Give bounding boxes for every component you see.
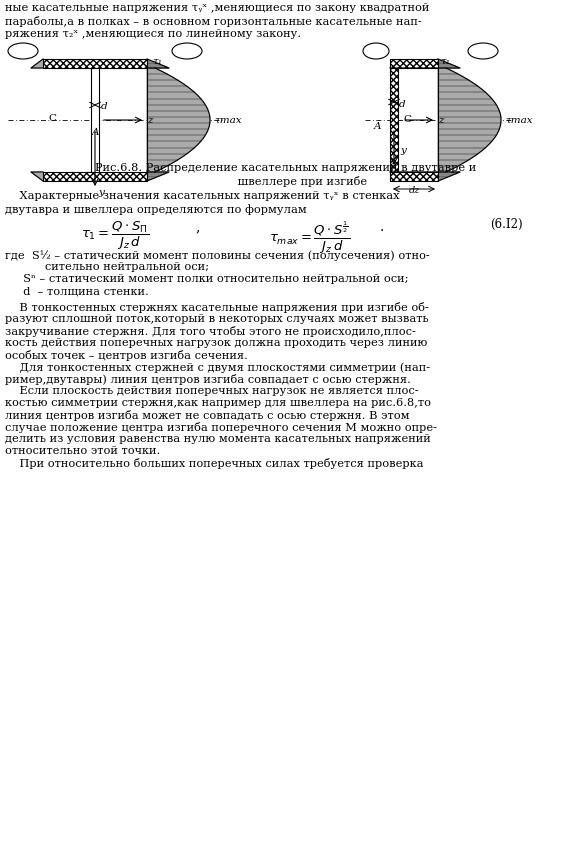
Bar — [43, 172, 147, 181]
Text: особых точек – центров изгиба сечения.: особых точек – центров изгиба сечения. — [5, 350, 248, 361]
Text: ,: , — [195, 220, 199, 234]
Ellipse shape — [8, 43, 38, 59]
Text: кость действия поперечных нагрузок должна проходить через линию: кость действия поперечных нагрузок должн… — [5, 338, 427, 348]
Polygon shape — [147, 172, 169, 181]
Text: τyx: τyx — [475, 45, 491, 55]
Text: τyx: τyx — [179, 45, 195, 55]
Text: сительно нейтральной оси;: сительно нейтральной оси; — [5, 262, 209, 272]
Polygon shape — [390, 172, 460, 181]
Bar — [43, 59, 147, 68]
Text: y: y — [400, 146, 406, 155]
Text: C: C — [48, 114, 56, 123]
Polygon shape — [390, 59, 460, 68]
Bar — [390, 68, 398, 172]
Polygon shape — [147, 59, 169, 68]
Text: ример,двутавры) линия центров изгиба совпадает с осью стержня.: ример,двутавры) линия центров изгиба сов… — [5, 374, 411, 385]
Bar — [390, 59, 438, 68]
Text: ные касательные напряжения τᵧˣ ,меняющиеся по закону квадратной: ные касательные напряжения τᵧˣ ,меняющие… — [5, 3, 429, 13]
Text: z: z — [147, 116, 152, 125]
Bar — [43, 59, 147, 68]
Ellipse shape — [363, 43, 389, 59]
Text: C: C — [403, 115, 411, 124]
Text: где  S½ – статический момент половины сечения (полусечения) отно-: где S½ – статический момент половины сеч… — [5, 250, 430, 261]
Text: закручивание стержня. Для того чтобы этого не происходило,плос-: закручивание стержня. Для того чтобы это… — [5, 326, 416, 337]
Text: двутавра и швеллера определяются по формулам: двутавра и швеллера определяются по форм… — [5, 204, 307, 215]
Text: τmax: τmax — [214, 116, 242, 125]
Text: d: d — [399, 100, 406, 109]
Ellipse shape — [172, 43, 202, 59]
Text: dz: dz — [409, 186, 421, 195]
Text: При относительно больших поперечных силах требуется проверка: При относительно больших поперечных сила… — [5, 458, 423, 469]
Polygon shape — [438, 68, 501, 172]
Text: параболы,а в полках – в основном горизонтальные касательные нап-: параболы,а в полках – в основном горизон… — [5, 16, 422, 27]
Text: разуют сплошной поток,который в некоторых случаях может вызвать: разуют сплошной поток,который в некоторы… — [5, 314, 429, 324]
Text: τ₁: τ₁ — [440, 57, 450, 66]
Text: делить из условия равенства нулю момента касательных напряжений: делить из условия равенства нулю момента… — [5, 434, 431, 444]
Text: линия центров изгиба может не совпадать с осью стержня. В этом: линия центров изгиба может не совпадать … — [5, 410, 410, 421]
Text: τ₁: τ₁ — [152, 57, 162, 66]
Text: $\tau_{max} = \dfrac{Q \cdot S^{\frac{1}{2}}}{J_z\, d}$: $\tau_{max} = \dfrac{Q \cdot S^{\frac{1}… — [269, 220, 351, 256]
Polygon shape — [31, 59, 43, 68]
Text: Если плоскость действия поперечных нагрузок не является плос-: Если плоскость действия поперечных нагру… — [5, 386, 419, 396]
Text: Характерные значения касательных напряжений τᵧˣ в стенках: Характерные значения касательных напряже… — [5, 191, 399, 201]
Text: относительно этой точки.: относительно этой точки. — [5, 446, 160, 456]
Text: A: A — [374, 122, 382, 131]
Bar — [390, 172, 438, 181]
Bar — [390, 172, 438, 181]
Text: z: z — [438, 116, 444, 125]
Text: A: A — [92, 128, 100, 137]
Text: τmax: τmax — [505, 116, 533, 125]
Bar — [390, 68, 398, 172]
Bar — [91, 68, 99, 172]
Polygon shape — [31, 172, 43, 181]
Text: Рис.6.8. Распределение касательных напряжений в двутавре и: Рис.6.8. Распределение касательных напря… — [95, 163, 477, 173]
Text: y: y — [98, 188, 104, 197]
Text: .: . — [380, 220, 384, 234]
Text: τzx: τzx — [15, 45, 31, 55]
Text: $\tau_1 = \dfrac{Q \cdot S_{\Pi}}{J_z\, d}$: $\tau_1 = \dfrac{Q \cdot S_{\Pi}}{J_z\, … — [81, 220, 149, 252]
Text: Для тонкостенных стержней с двумя плоскостями симметрии (нап-: Для тонкостенных стержней с двумя плоско… — [5, 362, 430, 373]
Bar — [390, 59, 438, 68]
Bar — [43, 172, 147, 181]
Text: случае положение центра изгиба поперечного сечения М можно опре-: случае положение центра изгиба поперечно… — [5, 422, 437, 433]
Polygon shape — [147, 68, 210, 172]
Text: d  – толщина стенки.: d – толщина стенки. — [5, 286, 149, 296]
Text: швеллере при изгибе: швеллере при изгибе — [205, 176, 367, 187]
Text: (6.I2): (6.I2) — [490, 218, 523, 231]
Text: d: d — [101, 102, 108, 111]
Ellipse shape — [468, 43, 498, 59]
Text: костью симметрии стержня,как например для швеллера на рис.6.8,то: костью симметрии стержня,как например дл… — [5, 398, 431, 408]
Text: В тонкостенных стержнях касательные напряжения при изгибе об-: В тонкостенных стержнях касательные напр… — [5, 302, 429, 313]
Text: Sⁿ – статический момент полки относительно нейтральной оси;: Sⁿ – статический момент полки относитель… — [5, 274, 409, 284]
Text: ряжения τ₂ˣ ,меняющиеся по линейному закону.: ряжения τ₂ˣ ,меняющиеся по линейному зак… — [5, 29, 301, 39]
Text: τzx: τzx — [368, 45, 384, 55]
